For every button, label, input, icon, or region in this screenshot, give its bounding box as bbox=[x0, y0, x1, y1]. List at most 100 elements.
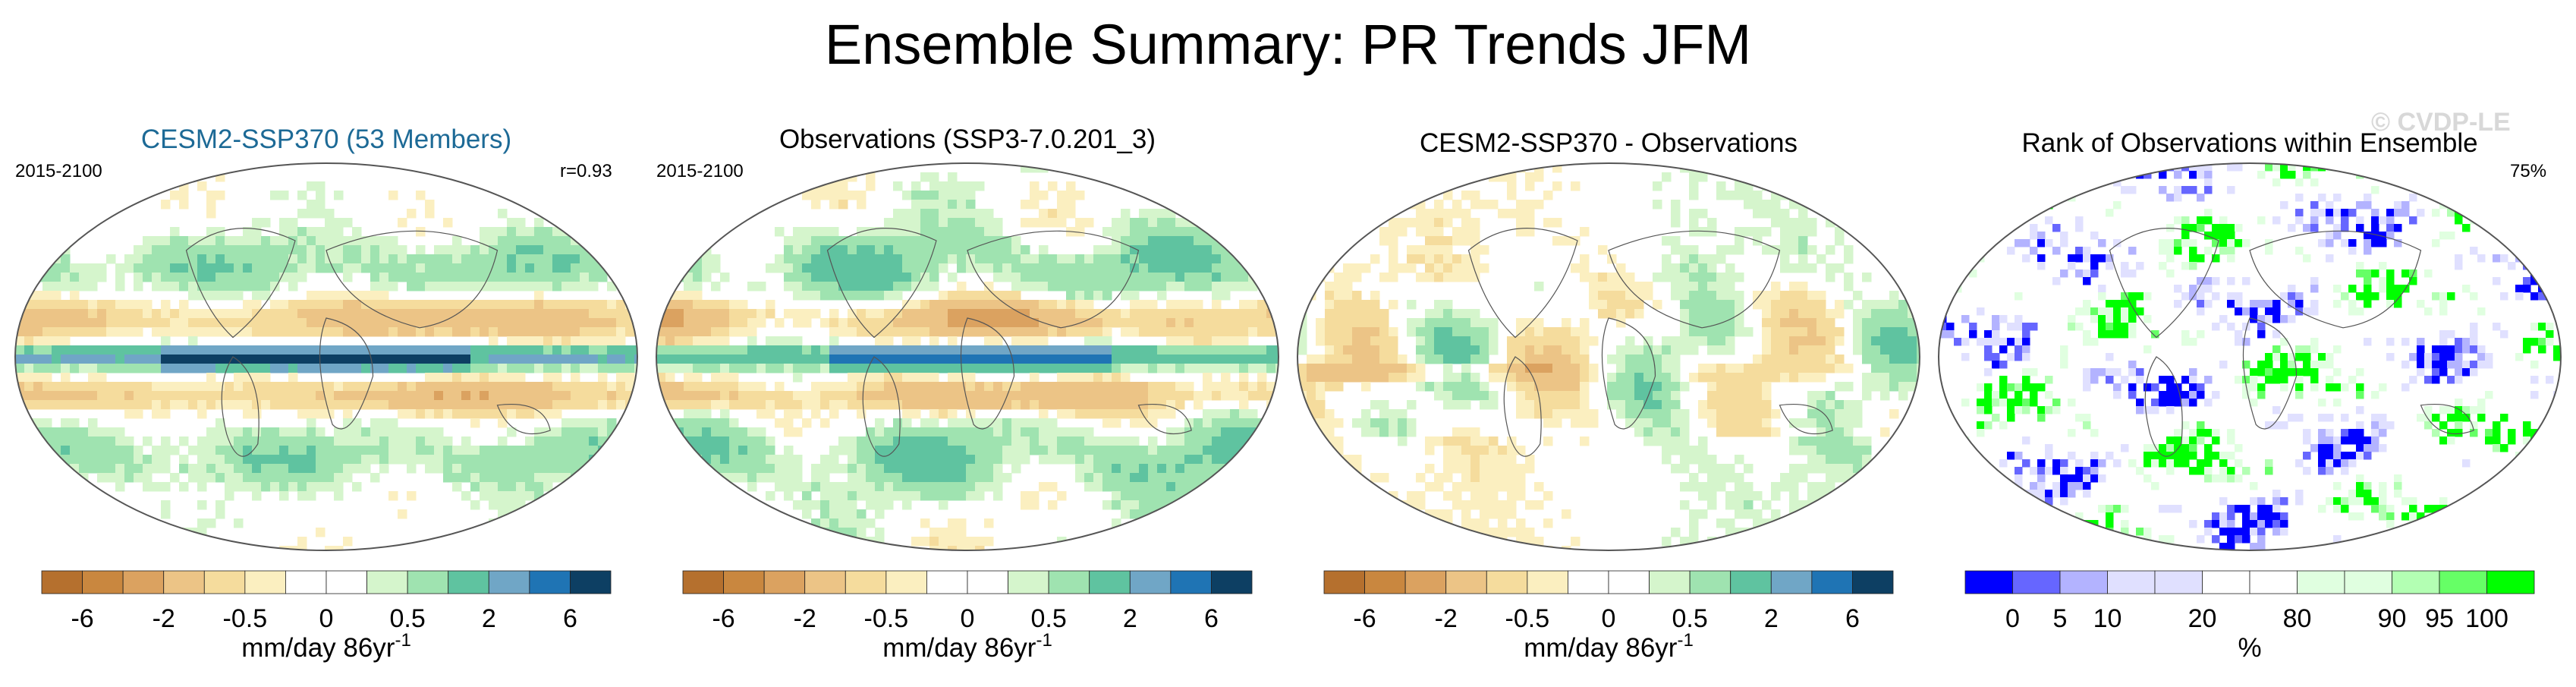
colorbar-swatch bbox=[1048, 570, 1090, 594]
colorbar-tick-label: 20 bbox=[2188, 604, 2217, 633]
colorbar-swatch bbox=[407, 570, 449, 594]
colorbar-tick-label: -6 bbox=[1353, 604, 1376, 633]
colorbar-tick-label: 0.5 bbox=[1031, 604, 1067, 633]
colorbar-swatch bbox=[2059, 570, 2108, 594]
continent-outline bbox=[1608, 230, 1781, 329]
colorbar-swatch bbox=[366, 570, 408, 594]
continent-outline bbox=[1137, 404, 1192, 435]
continent-outline bbox=[1601, 317, 1656, 430]
colorbar-swatch bbox=[1445, 570, 1487, 594]
colorbar-4: 0 5 10 20 80 90 95 100% bbox=[1964, 570, 2535, 663]
colorbar-swatch bbox=[2486, 570, 2535, 594]
colorbar-swatch bbox=[926, 570, 968, 594]
map-border bbox=[656, 162, 1279, 551]
colorbar-swatch bbox=[2392, 570, 2440, 594]
colorbar-swatch bbox=[804, 570, 846, 594]
map-border bbox=[1297, 162, 1920, 551]
colorbar-swatch bbox=[244, 570, 286, 594]
colorbar-swatch bbox=[1008, 570, 1049, 594]
colorbar-swatch bbox=[529, 570, 571, 594]
colorbar-swatch bbox=[488, 570, 530, 594]
continent-outline bbox=[2144, 356, 2183, 457]
colorbar-units: mm/day 86yr-1 bbox=[1524, 630, 1694, 663]
colorbar-swatch bbox=[2344, 570, 2392, 594]
colorbar-tick-label: 0.5 bbox=[1672, 604, 1708, 633]
colorbar-tick-label: -2 bbox=[153, 604, 175, 633]
continent-outline bbox=[2242, 317, 2298, 430]
colorbar-1: -6 -2 -0.5 0 0.5 2 6 mm/day 86yr-1 bbox=[41, 570, 612, 663]
colorbar-units: % bbox=[2238, 633, 2261, 663]
colorbar-tick-label: 6 bbox=[563, 604, 577, 633]
colorbar-swatch bbox=[2107, 570, 2156, 594]
colorbar-tick-label: -0.5 bbox=[223, 604, 268, 633]
map-panel-1 bbox=[14, 162, 638, 551]
colorbar-swatch bbox=[1964, 570, 2013, 594]
colorbar-tick-label: 0.5 bbox=[390, 604, 426, 633]
continent-outline bbox=[2420, 404, 2474, 435]
continent-outline bbox=[185, 228, 296, 339]
continent-outline bbox=[221, 356, 259, 457]
continent-outline bbox=[1503, 356, 1542, 457]
colorbar-swatch bbox=[1323, 570, 1365, 594]
colorbar-tick-label: 100 bbox=[2465, 604, 2508, 633]
panel-1-period: 2015-2100 bbox=[15, 161, 102, 181]
colorbar-swatch bbox=[1852, 570, 1894, 594]
panel-2-title: Observations (SSP3-7.0.201_3) bbox=[778, 124, 1156, 154]
colorbar-units: mm/day 86yr-1 bbox=[882, 630, 1052, 663]
colorbar-2: -6 -2 -0.5 0 0.5 2 6 mm/day 86yr-1 bbox=[682, 570, 1253, 663]
colorbar-tick-label: 10 bbox=[2093, 604, 2122, 633]
colorbar-swatch bbox=[285, 570, 327, 594]
colorbar-tick-label: -6 bbox=[71, 604, 93, 633]
colorbar-tick-label: 95 bbox=[2425, 604, 2454, 633]
colorbar-tick-label: -2 bbox=[794, 604, 816, 633]
colorbar-tick-label: -6 bbox=[712, 604, 734, 633]
colorbar-swatch bbox=[122, 570, 165, 594]
colorbar-swatch bbox=[682, 570, 724, 594]
colorbar-tick-label: 90 bbox=[2378, 604, 2407, 633]
colorbar-tick-label: 5 bbox=[2053, 604, 2068, 633]
colorbar-swatch bbox=[203, 570, 246, 594]
continent-outline bbox=[2109, 228, 2219, 339]
colorbar-swatch bbox=[763, 570, 806, 594]
panel-4-title: Rank of Observations within Ensemble bbox=[2021, 128, 2478, 158]
colorbar-swatch bbox=[1730, 570, 1772, 594]
colorbar-swatch bbox=[2154, 570, 2203, 594]
colorbar-swatch bbox=[163, 570, 205, 594]
colorbar-tick-label: -2 bbox=[1435, 604, 1458, 633]
colorbar-tick-label: 6 bbox=[1845, 604, 1860, 633]
colorbar-swatch bbox=[845, 570, 887, 594]
colorbar-swatch bbox=[1568, 570, 1609, 594]
colorbar-swatch bbox=[82, 570, 124, 594]
colorbar-swatch bbox=[1089, 570, 1131, 594]
colorbar-tick-label: 2 bbox=[1123, 604, 1137, 633]
continent-outline bbox=[967, 230, 1140, 329]
colorbar-swatch bbox=[1486, 570, 1528, 594]
panel-4-percent: 75% bbox=[2510, 161, 2547, 181]
colorbar-swatch bbox=[1689, 570, 1731, 594]
colorbar-swatch bbox=[2202, 570, 2250, 594]
map-border bbox=[1938, 162, 2562, 551]
colorbar-swatch bbox=[1404, 570, 1447, 594]
panel-1-correlation: r=0.93 bbox=[560, 161, 612, 181]
main-title: Ensemble Summary: PR Trends JFM bbox=[824, 13, 1752, 76]
watermark: © CVDP-LE bbox=[2371, 108, 2511, 137]
continent-outline bbox=[2249, 230, 2422, 329]
colorbar-swatch bbox=[1527, 570, 1568, 594]
colorbar-swatch bbox=[1811, 570, 1853, 594]
panel-2-period: 2015-2100 bbox=[656, 161, 744, 181]
continent-outline bbox=[960, 317, 1015, 430]
colorbar-tick-label: 0 bbox=[961, 604, 975, 633]
colorbar-tick-label: 0 bbox=[319, 604, 334, 633]
continent-outline bbox=[1779, 404, 1833, 435]
colorbar-swatch bbox=[2439, 570, 2487, 594]
colorbar-tick-label: 80 bbox=[2283, 604, 2312, 633]
map-border bbox=[14, 162, 638, 551]
colorbar-swatch bbox=[1170, 570, 1212, 594]
colorbar-swatch bbox=[967, 570, 1008, 594]
continent-outline bbox=[496, 404, 551, 435]
colorbar-swatch bbox=[1129, 570, 1172, 594]
colorbar-swatch bbox=[2012, 570, 2061, 594]
colorbar-units: mm/day 86yr-1 bbox=[241, 630, 411, 663]
colorbar-swatch bbox=[1649, 570, 1691, 594]
